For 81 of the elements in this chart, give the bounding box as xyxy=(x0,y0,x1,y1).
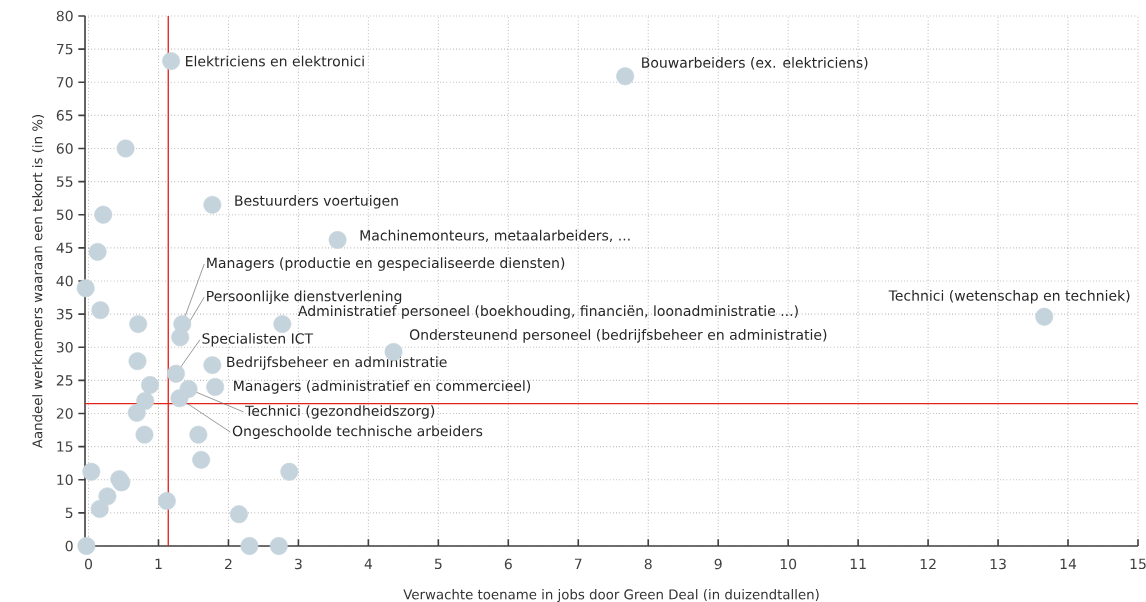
y-tick-label: 20 xyxy=(56,408,73,419)
point xyxy=(162,52,180,70)
point xyxy=(127,403,146,422)
annotation: Bestuurders voertuigen xyxy=(235,195,398,209)
x-tick-label: 8 xyxy=(644,558,652,570)
y-tick-label: 30 xyxy=(56,341,73,353)
point xyxy=(77,537,96,555)
x-tick-label: 9 xyxy=(714,558,722,570)
x-tick-label: 15 xyxy=(1130,558,1146,570)
point xyxy=(269,537,288,555)
point xyxy=(273,315,292,333)
point xyxy=(616,67,635,86)
point xyxy=(157,492,176,510)
x-tick-label: 7 xyxy=(574,558,582,569)
point xyxy=(135,425,154,444)
y-axis-title: Aandeel werknemers waaraan een tekort is (in %) xyxy=(32,114,44,449)
y-tick-label: 70 xyxy=(56,76,73,88)
y-tick-label: 35 xyxy=(56,308,73,320)
annotation: Ondersteunend personeel (bedrijfsbeheer en administratie) xyxy=(409,329,827,343)
x-tick-label: 2 xyxy=(225,558,232,570)
point xyxy=(280,462,299,481)
point xyxy=(203,195,222,214)
annotation: Elektriciens en elektronici xyxy=(186,55,364,67)
x-tick-label: 6 xyxy=(504,558,512,570)
x-tick-label: 10 xyxy=(780,558,797,570)
annotation: Bedrijfsbeheer en administratie xyxy=(227,356,447,370)
point xyxy=(328,230,347,249)
y-tick-label: 25 xyxy=(56,375,73,386)
point xyxy=(116,139,135,158)
annotation: Technici (gezondheidszorg) xyxy=(245,405,435,419)
point xyxy=(240,537,259,555)
y-tick-label: 80 xyxy=(56,10,73,22)
annotation: Specialisten ICT xyxy=(202,332,314,347)
point xyxy=(1035,307,1054,326)
x-tick-label: 12 xyxy=(920,558,936,570)
point xyxy=(141,376,160,394)
x-tick-label: 4 xyxy=(364,558,373,569)
point xyxy=(90,499,109,518)
point xyxy=(76,279,95,298)
x-tick-label: 0 xyxy=(84,558,93,570)
point xyxy=(170,389,189,408)
y-tick-label: 40 xyxy=(56,275,73,287)
y-tick-label: 55 xyxy=(56,176,73,187)
annotation: Machinemonteurs, metaalarbeiders, ... xyxy=(360,229,630,243)
point xyxy=(129,315,148,333)
point xyxy=(206,378,225,396)
x-axis-title: Verwachte toename in jobs door Green Deal (in duizendtallen) xyxy=(403,589,819,602)
point xyxy=(82,462,101,481)
annotation: Ongeschoolde technische arbeiders xyxy=(232,425,483,440)
annotation: Technici (wetenschap en techniek) xyxy=(888,290,1130,304)
annotation: Managers (administratief en commercieel) xyxy=(234,380,531,394)
y-tick-label: 10 xyxy=(57,474,73,486)
y-tick-label: 65 xyxy=(56,110,73,121)
y-tick-label: 75 xyxy=(56,43,73,55)
x-tick-label: 3 xyxy=(295,558,302,570)
annotation: Bouwarbeiders (ex. elektriciens) xyxy=(642,57,868,70)
x-tick-label: 11 xyxy=(850,558,866,569)
point xyxy=(189,425,208,444)
y-tick-label: 45 xyxy=(56,242,73,254)
y-tick-label: 60 xyxy=(56,143,73,154)
y-tick-label: 15 xyxy=(57,441,73,452)
y-tick-label: 0 xyxy=(65,540,73,552)
x-tick-label: 5 xyxy=(434,558,442,570)
annotation: Administratief personeel (boekhouding, financiën, loonadministratie ...) xyxy=(298,305,798,319)
point xyxy=(192,450,211,469)
point xyxy=(203,356,222,375)
x-tick-label: 14 xyxy=(1060,558,1077,569)
point xyxy=(230,505,248,524)
point xyxy=(88,242,107,261)
annotation: Persoonlijke dienstverlening xyxy=(207,290,402,305)
y-tick-label: 5 xyxy=(65,507,73,519)
x-tick-label: 1 xyxy=(155,558,162,569)
point xyxy=(167,364,185,383)
point xyxy=(91,301,110,320)
point xyxy=(94,205,113,224)
point xyxy=(128,352,147,371)
point xyxy=(98,487,117,506)
y-tick-label: 50 xyxy=(56,209,73,221)
annotation: Managers (productie en gespecialiseerde diensten) xyxy=(207,257,565,271)
x-tick-label: 13 xyxy=(990,558,1006,570)
point xyxy=(171,328,190,347)
